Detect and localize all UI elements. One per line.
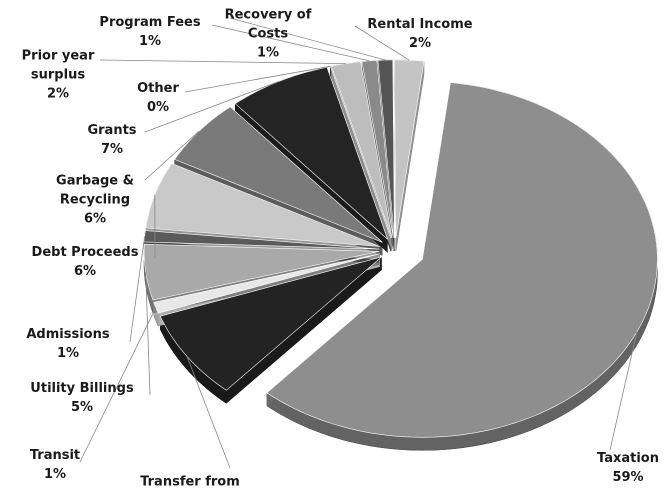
slice-label: Transfer from bbox=[125, 473, 255, 492]
value-label: 5% bbox=[70, 400, 94, 415]
slice-label: Transit 1% bbox=[15, 446, 95, 484]
value-label: 0% bbox=[146, 100, 170, 115]
value-label: 2% bbox=[46, 86, 70, 102]
slice-label: Program Fees 1% bbox=[90, 13, 210, 51]
slice bbox=[393, 59, 425, 238]
category-label: Debt Proceeds bbox=[31, 245, 139, 260]
value-label: 6% bbox=[73, 264, 97, 279]
category-label: Recovery of Costs bbox=[224, 7, 312, 42]
category-label: Rental Income bbox=[367, 17, 473, 32]
leader-line bbox=[186, 356, 231, 469]
category-label: Prior year surplus bbox=[21, 48, 95, 83]
slice-label: Admissions 1% bbox=[13, 325, 123, 363]
category-label: Grants bbox=[87, 123, 137, 138]
leader-line bbox=[99, 59, 346, 64]
slice-label: Rental Income 2% bbox=[360, 15, 480, 53]
leader-line bbox=[184, 65, 331, 93]
slice-label: Garbage & Recycling 6% bbox=[40, 172, 150, 229]
leader-line bbox=[354, 25, 410, 61]
category-label: Transit bbox=[29, 448, 81, 463]
slice bbox=[143, 243, 380, 301]
value-label: 1% bbox=[256, 45, 280, 61]
category-label: Admissions bbox=[26, 327, 110, 342]
slice-edge bbox=[395, 61, 424, 251]
category-label: Utility Billings bbox=[30, 381, 134, 396]
category-label: Other bbox=[137, 81, 179, 96]
slice-label: Utility Billings 5% bbox=[12, 379, 152, 417]
leader-line bbox=[609, 332, 638, 451]
slice-label: Debt Proceeds 6% bbox=[15, 243, 155, 281]
slice-edge bbox=[226, 256, 382, 404]
slice-label: Recovery of Costs 1% bbox=[213, 6, 323, 63]
category-label: Taxation bbox=[597, 451, 659, 466]
leader-line bbox=[129, 236, 146, 343]
slice bbox=[377, 59, 395, 238]
slice-label: Prior year surplus 2% bbox=[8, 47, 108, 104]
category-label: Garbage & Recycling bbox=[56, 173, 134, 208]
leader-line bbox=[229, 17, 386, 61]
value-label: 6% bbox=[83, 211, 107, 227]
slice bbox=[153, 253, 380, 314]
leader-line bbox=[144, 81, 279, 133]
slice-label: Grants 7% bbox=[72, 121, 152, 159]
slice-label: Other 0% bbox=[128, 79, 188, 117]
leader-line bbox=[79, 307, 157, 463]
value-label: 2% bbox=[408, 36, 432, 51]
value-label: 1% bbox=[56, 346, 80, 361]
leader-line bbox=[145, 272, 151, 396]
leader-line bbox=[144, 130, 200, 181]
category-label: Transfer from bbox=[140, 474, 240, 490]
value-label: 1% bbox=[138, 34, 162, 49]
value-label: 59% bbox=[612, 470, 644, 485]
value-label: 1% bbox=[43, 467, 67, 482]
leader-line bbox=[211, 24, 370, 62]
slice-label: Taxation 59% bbox=[583, 449, 669, 487]
category-label: Program Fees bbox=[99, 15, 201, 30]
value-label: 7% bbox=[100, 142, 124, 157]
